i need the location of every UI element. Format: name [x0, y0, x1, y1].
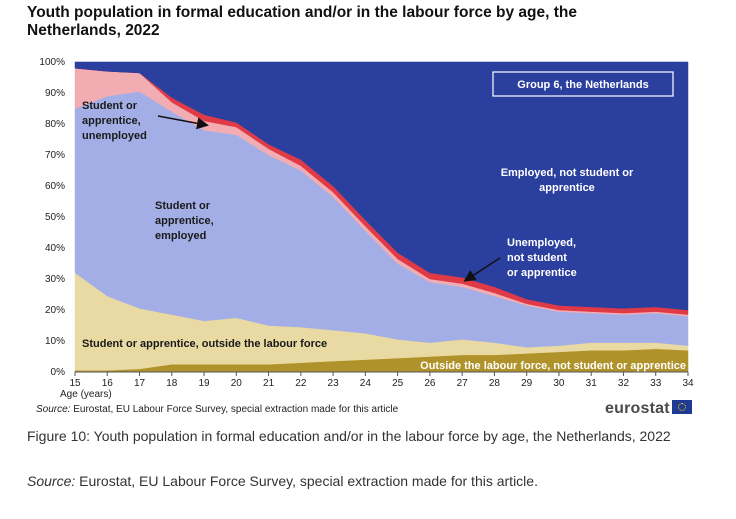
chart-source-label: Source: — [36, 404, 71, 415]
x-tick-label: 30 — [553, 378, 565, 389]
x-axis-title: Age (years) — [60, 389, 112, 400]
arrow-student-unemployed — [157, 115, 209, 130]
x-tick-label: 21 — [263, 378, 275, 389]
chart-source-text: Eurostat, EU Labour Force Survey, specia… — [70, 404, 399, 415]
x-tick-label: 25 — [392, 378, 404, 389]
y-tick-label: 60% — [45, 181, 65, 192]
y-tick-label: 10% — [45, 336, 65, 347]
annotation-out-lf: Outside the labour force, not student or… — [420, 360, 686, 372]
caption-source-text: Eurostat, EU Labour Force Survey, specia… — [75, 473, 538, 489]
eurostat-logo-text: eurostat — [605, 400, 670, 417]
group-label: Group 6, the Netherlands — [517, 79, 648, 91]
annotation-line: not student — [507, 252, 567, 264]
annotation-line: apprentice — [539, 182, 595, 194]
group-label-box: Group 6, the Netherlands — [492, 71, 674, 97]
y-tick-label: 30% — [45, 274, 65, 285]
arrows-group — [157, 115, 501, 282]
annotation-line: unemployed — [82, 130, 147, 142]
annotation-stu-unemp: Student or apprentice, unemployed — [82, 100, 147, 142]
x-tick-label: 33 — [650, 378, 662, 389]
x-tick-label: 32 — [618, 378, 630, 389]
annotation-line: Outside the labour force, not student or… — [420, 360, 686, 372]
area-series-6 — [74, 61, 689, 311]
group-label-frame — [492, 71, 674, 97]
chart-figure: Youth population in formal education and… — [27, 4, 694, 418]
annotation-line: or apprentice — [507, 267, 577, 279]
x-tick-label: 34 — [682, 378, 694, 389]
annotation-line: Employed, not student or — [501, 167, 634, 179]
annotation-line: Student or apprentice, outside the labou… — [82, 338, 327, 350]
x-tick-label: 23 — [328, 378, 340, 389]
caption-source-label: Source: — [27, 473, 76, 489]
x-tick-label: 28 — [489, 378, 501, 389]
y-tick-label: 90% — [45, 88, 65, 99]
annotation-unemp: Unemployed, not student or apprentice — [507, 237, 577, 279]
y-tick-label: 0% — [51, 367, 66, 378]
chart-title: Youth population in formal education and… — [27, 4, 577, 39]
annotation-line: Unemployed, — [507, 237, 576, 249]
chart-source-note: Source: Eurostat, EU Labour Force Survey… — [36, 404, 398, 415]
arrow-unemployed — [463, 257, 501, 282]
area-chart: 0% 10% 20% 30% 40% 50% 60% 70% 80% 90% 100% 15 16 17… — [39, 57, 694, 400]
x-tick-label: 31 — [586, 378, 598, 389]
annotation-line: employed — [155, 230, 206, 242]
x-tick-label: 27 — [457, 378, 469, 389]
annotation-line: apprentice, — [82, 115, 141, 127]
y-tick-label: 20% — [45, 305, 65, 316]
x-tick-label: 24 — [360, 378, 372, 389]
annotation-emp: Employed, not student or apprentice — [501, 167, 634, 194]
y-tick-label: 40% — [45, 243, 65, 254]
x-tick-label: 16 — [102, 378, 114, 389]
eurostat-logo: eurostat — [605, 400, 692, 418]
y-axis: 0% 10% 20% 30% 40% 50% 60% 70% 80% 90% 100% — [39, 57, 65, 378]
x-axis: 15 16 17 18 19 20 21 22 23 24 25 26 27 28 29 30 31 32 33 34… — [60, 371, 694, 400]
y-tick-label: 80% — [45, 119, 65, 130]
annotation-stu-emp: Student or apprentice, employed — [155, 200, 214, 242]
x-tick-label: 15 — [69, 378, 81, 389]
caption-source: Source: Eurostat, EU Labour Force Survey… — [27, 473, 538, 489]
x-tick-label: 26 — [424, 378, 436, 389]
x-tick-label: 29 — [521, 378, 533, 389]
annotation-line: apprentice, — [155, 215, 214, 227]
y-tick-label: 70% — [45, 150, 65, 161]
eu-flag-icon — [671, 400, 692, 414]
annotation-line: Student or — [155, 200, 211, 212]
annotation-line: Student or — [82, 100, 138, 112]
x-tick-label: 19 — [198, 378, 210, 389]
figure-caption: Figure 10: Youth population in formal ed… — [27, 428, 671, 444]
x-tick-label: 18 — [166, 378, 178, 389]
y-tick-label: 100% — [39, 57, 65, 68]
annotation-stu-out: Student or apprentice, outside the labou… — [82, 338, 327, 350]
x-tick-label: 22 — [295, 378, 307, 389]
area-series-group — [74, 61, 689, 373]
x-tick-label: 17 — [134, 378, 146, 389]
y-tick-label: 50% — [45, 212, 65, 223]
x-tick-label: 20 — [231, 378, 243, 389]
